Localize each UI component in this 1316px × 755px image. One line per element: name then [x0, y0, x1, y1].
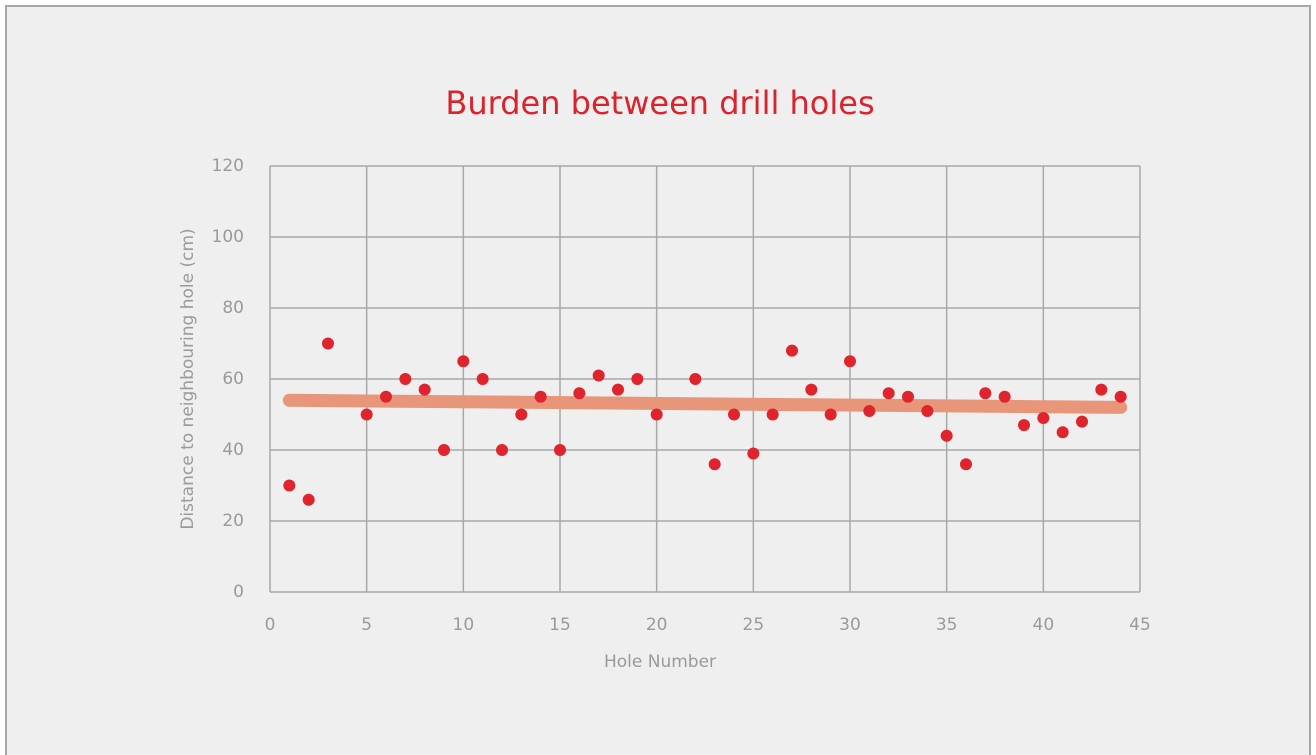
- point: [805, 383, 818, 396]
- point: [554, 444, 566, 456]
- point: [940, 429, 953, 442]
- x-tick-label: 15: [549, 615, 571, 635]
- point: [824, 408, 837, 421]
- x-tick-label: 35: [936, 615, 958, 635]
- point: [747, 447, 760, 460]
- point: [283, 479, 296, 492]
- point: [902, 390, 914, 403]
- x-tick-label: 40: [1033, 615, 1055, 635]
- y-tick-label: 100: [212, 227, 244, 247]
- y-tick-label: 20: [222, 511, 244, 531]
- point: [844, 355, 856, 368]
- x-tick-label: 5: [361, 615, 372, 635]
- point: [380, 390, 392, 403]
- point: [1037, 412, 1050, 425]
- point: [1095, 383, 1108, 396]
- point: [650, 408, 663, 421]
- point: [998, 390, 1011, 403]
- point: [592, 369, 605, 382]
- point: [476, 373, 489, 385]
- point: [360, 408, 373, 421]
- point: [979, 387, 992, 400]
- point: [631, 373, 644, 385]
- x-tick-label: 30: [839, 615, 861, 635]
- point: [863, 404, 876, 417]
- point: [322, 337, 334, 350]
- point: [515, 408, 528, 421]
- x-tick-label: 10: [453, 615, 475, 635]
- point: [1018, 419, 1030, 432]
- y-tick-label: 120: [212, 156, 244, 176]
- point: [728, 408, 740, 421]
- x-tick-label: 0: [265, 615, 276, 635]
- point: [1114, 390, 1127, 403]
- point: [882, 387, 895, 400]
- point: [708, 458, 721, 471]
- chart-title: Burden between drill holes: [445, 84, 874, 122]
- point: [418, 383, 431, 396]
- y-tick-label: 40: [222, 440, 244, 460]
- point: [1056, 426, 1069, 439]
- point: [399, 373, 412, 385]
- x-tick-label: 25: [743, 615, 765, 635]
- frame: [5, 5, 1311, 755]
- point: [689, 373, 702, 385]
- trend-line: [282, 393, 1128, 414]
- point: [496, 444, 508, 456]
- x-tick-label: 45: [1129, 615, 1151, 635]
- point: [786, 344, 798, 357]
- y-tick-label: 80: [222, 298, 244, 318]
- point: [960, 458, 972, 471]
- point: [766, 408, 779, 421]
- x-axis-label: Hole Number: [604, 652, 716, 672]
- point: [438, 444, 450, 456]
- point: [573, 387, 586, 400]
- point: [534, 390, 547, 403]
- y-tick-label: 60: [222, 369, 244, 389]
- y-axis-label: Distance to neighbouring hole (cm): [178, 228, 198, 529]
- point: [612, 383, 624, 396]
- point: [302, 493, 315, 506]
- point: [921, 404, 934, 417]
- x-tick-label: 20: [646, 615, 668, 635]
- point: [1076, 415, 1088, 428]
- y-tick-label: 0: [233, 582, 244, 602]
- point: [457, 355, 470, 368]
